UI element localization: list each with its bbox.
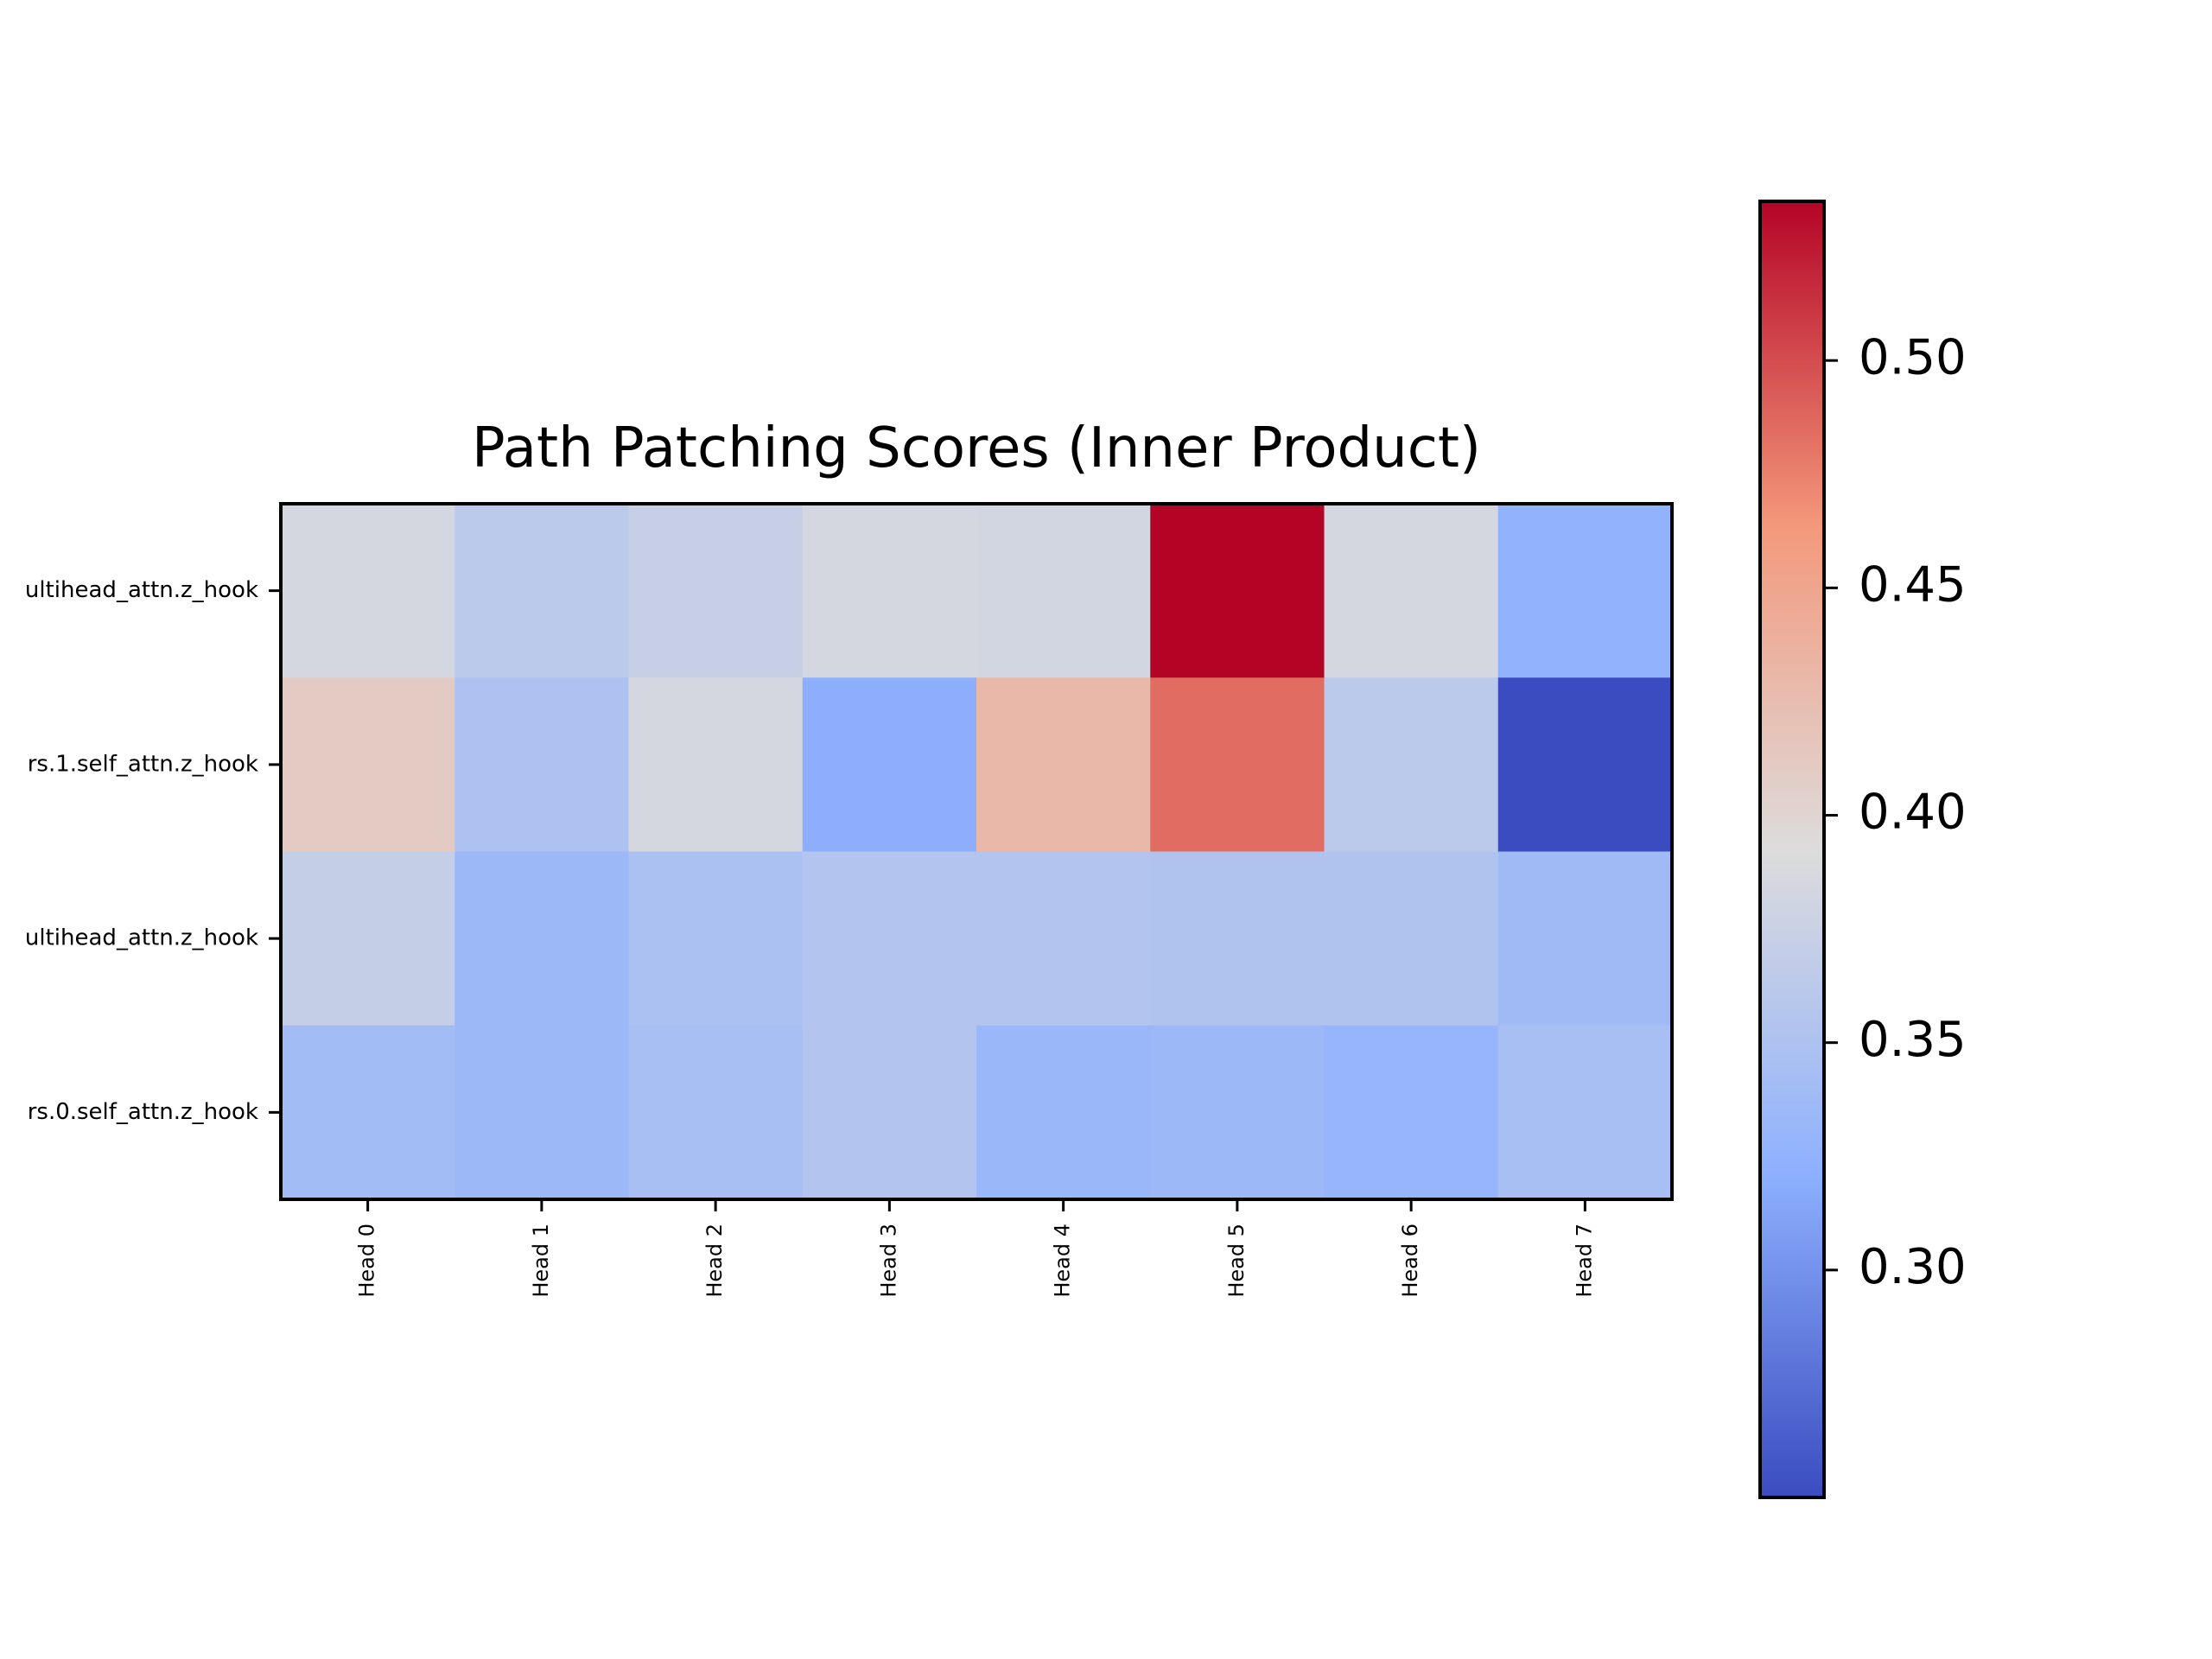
heatmap-cell: [1497, 851, 1673, 1027]
heatmap-cell: [281, 851, 455, 1027]
y-tick-label: ultihead_attn.z_hook: [25, 577, 258, 603]
heatmap-cell: [1497, 1025, 1673, 1200]
colorbar-tick-label: 0.40: [1859, 785, 1967, 841]
colorbar-tick-label: 0.30: [1859, 1239, 1967, 1295]
colorbar-tick-label: 0.45: [1859, 557, 1967, 613]
heatmap-cell: [628, 504, 804, 678]
heatmap-cell: [281, 1025, 455, 1200]
colorbar: 0.30 0.35 0.40 0.45 0.50: [1758, 200, 1967, 1499]
colorbar-tick-label: 0.50: [1859, 329, 1967, 385]
heatmap-cell: [1150, 677, 1325, 852]
heatmap-cell: [1324, 851, 1499, 1027]
heatmap-cell: [976, 504, 1151, 678]
x-tick-label: Head 1: [529, 1224, 553, 1298]
heatmap-cells: [281, 504, 1673, 1200]
y-tick-label: rs.1.self_attn.z_hook: [28, 751, 258, 777]
heatmap-cell: [1324, 504, 1499, 678]
heatmap-cell: [976, 1025, 1151, 1200]
heatmap-cell: [281, 504, 455, 678]
heatmap-cell: [802, 851, 977, 1027]
colorbar-tick-label: 0.35: [1859, 1012, 1967, 1068]
heatmap-cell: [802, 677, 977, 852]
heatmap-cell: [454, 504, 629, 678]
heatmap-cell: [628, 851, 804, 1027]
heatmap-cell: [976, 677, 1151, 852]
x-tick-label: Head 3: [876, 1224, 900, 1298]
heatmap-cell: [281, 677, 455, 852]
heatmap-cell: [976, 851, 1151, 1027]
x-tick-label: Head 0: [355, 1224, 379, 1298]
heatmap-axes: Head 0 Head 1 Head 2 Head 3 Head 4 Head 5 Head…: [25, 502, 1674, 1298]
heatmap-cell: [1150, 504, 1325, 678]
heatmap-cell: [454, 1025, 629, 1200]
y-tick-label: rs.0.self_attn.z_hook: [28, 1099, 258, 1125]
heatmap-cell: [1497, 504, 1673, 678]
heatmap-cell: [454, 677, 629, 852]
x-tick-label: Head 2: [702, 1224, 727, 1298]
heatmap-cell: [1324, 677, 1499, 852]
y-tick-label: ultihead_attn.z_hook: [25, 925, 258, 951]
x-tick-label: Head 4: [1051, 1224, 1075, 1298]
x-tick-label: Head 7: [1572, 1224, 1596, 1298]
heatmap-cell: [1497, 677, 1673, 852]
heatmap-cell: [628, 1025, 804, 1200]
x-tick-label: Head 5: [1224, 1224, 1249, 1298]
heatmap-cell: [1324, 1025, 1499, 1200]
heatmap-cell: [1150, 1025, 1325, 1200]
heatmap-cell: [454, 851, 629, 1027]
heatmap-cell: [628, 677, 804, 852]
heatmap-frame: [279, 502, 1674, 1201]
heatmap-cell: [802, 1025, 977, 1200]
x-tick-label: Head 6: [1398, 1224, 1422, 1298]
heatmap-cell: [1150, 851, 1325, 1027]
chart-title: Path Patching Scores (Inner Product): [472, 416, 1481, 480]
heatmap-cell: [802, 504, 977, 678]
colorbar-gradient: [1758, 200, 1826, 1499]
